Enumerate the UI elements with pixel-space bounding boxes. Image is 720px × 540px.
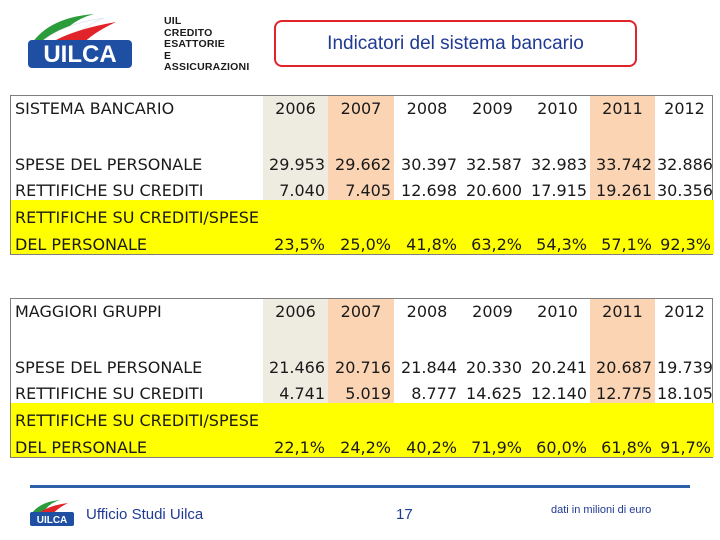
cell-value: 17.915 bbox=[531, 181, 587, 200]
year-header: 2009 bbox=[472, 302, 513, 321]
row-label: SPESE DEL PERSONALE bbox=[15, 358, 203, 377]
cell-value: 21.466 bbox=[263, 351, 328, 377]
cell-value: 7.040 bbox=[263, 174, 328, 200]
cell-value: 7.405 bbox=[328, 174, 394, 200]
cell-value: 20.600 bbox=[466, 181, 522, 200]
cell-value: 29.953 bbox=[263, 148, 328, 174]
logo-line: UIL bbox=[164, 15, 182, 27]
table-row: RETTIFICHE SU CREDITI 7.040 7.405 12.698… bbox=[11, 174, 714, 200]
table-row: SPESE DEL PERSONALE 29.953 29.662 30.397… bbox=[11, 148, 714, 174]
cell-value: 20.241 bbox=[531, 358, 587, 377]
table-header-row: SISTEMA BANCARIO 2006 2007 2008 2009 201… bbox=[11, 96, 714, 148]
ratio-value: 92,3% bbox=[655, 227, 714, 254]
cell-value: 29.662 bbox=[328, 148, 394, 174]
cell-value: 19.739 bbox=[657, 358, 713, 377]
page-number: 17 bbox=[396, 506, 413, 523]
ratio-label-line2: DEL PERSONALE bbox=[11, 430, 263, 457]
ratio-value: 71,9% bbox=[460, 430, 525, 457]
year-header: 2008 bbox=[406, 302, 448, 321]
ratio-value: 41,8% bbox=[394, 227, 460, 254]
logo-line: ESATTORIE bbox=[164, 38, 225, 50]
year-header: 2010 bbox=[537, 302, 578, 321]
cell-value: 32.983 bbox=[531, 155, 587, 174]
ratio-value: 23,5% bbox=[263, 227, 328, 254]
footer-divider bbox=[30, 485, 690, 488]
cell-value: 8.777 bbox=[411, 384, 457, 403]
year-header: 2011 bbox=[590, 299, 655, 351]
cell-value: 19.261 bbox=[590, 174, 655, 200]
cell-value: 4.741 bbox=[263, 377, 328, 403]
cell-value: 18.105 bbox=[657, 384, 713, 403]
ratio-row: DEL PERSONALE 22,1% 24,2% 40,2% 71,9% 60… bbox=[11, 430, 714, 457]
year-header: 2009 bbox=[472, 99, 513, 118]
ratio-label-line1: RETTIFICHE SU CREDITI/SPESE bbox=[11, 200, 714, 227]
ratio-label-line1: RETTIFICHE SU CREDITI/SPESE bbox=[11, 403, 714, 430]
row-label: SPESE DEL PERSONALE bbox=[15, 155, 203, 174]
year-header: 2010 bbox=[537, 99, 578, 118]
row-label: RETTIFICHE SU CREDITI bbox=[15, 384, 204, 403]
ratio-value: 91,7% bbox=[655, 430, 714, 457]
cell-value: 12.140 bbox=[531, 384, 587, 403]
ratio-value: 63,2% bbox=[460, 227, 525, 254]
uilca-logo-mark: UILCA bbox=[28, 14, 132, 68]
ratio-row-label: RETTIFICHE SU CREDITI/SPESE bbox=[11, 403, 714, 430]
cell-value: 14.625 bbox=[466, 384, 522, 403]
year-header: 2011 bbox=[590, 96, 655, 148]
ratio-row-label: RETTIFICHE SU CREDITI/SPESE bbox=[11, 200, 714, 227]
year-header: 2008 bbox=[406, 99, 448, 118]
table-maggiori-gruppi: MAGGIORI GRUPPI 2006 2007 2008 2009 2010… bbox=[10, 298, 714, 458]
ratio-value: 24,2% bbox=[328, 430, 394, 457]
table-row: RETTIFICHE SU CREDITI 4.741 5.019 8.777 … bbox=[11, 377, 714, 403]
ratio-value: 22,1% bbox=[263, 430, 328, 457]
ratio-value: 40,2% bbox=[394, 430, 460, 457]
table-header-row: MAGGIORI GRUPPI 2006 2007 2008 2009 2010… bbox=[11, 299, 714, 351]
row-label: RETTIFICHE SU CREDITI bbox=[15, 181, 204, 200]
ratio-value: 25,0% bbox=[328, 227, 394, 254]
year-header: 2006 bbox=[263, 299, 328, 351]
footer-logo: UILCA bbox=[30, 500, 74, 526]
cell-value: 32.587 bbox=[466, 155, 522, 174]
year-header: 2012 bbox=[664, 302, 705, 321]
uilca-logo: UILCA UIL CREDITO ESATTORIE E ASSICURAZI… bbox=[24, 10, 249, 73]
ratio-row: DEL PERSONALE 23,5% 25,0% 41,8% 63,2% 54… bbox=[11, 227, 714, 254]
cell-value: 12.698 bbox=[401, 181, 457, 200]
table-title: MAGGIORI GRUPPI bbox=[15, 302, 162, 321]
year-header: 2006 bbox=[263, 96, 328, 148]
year-header: 2007 bbox=[328, 96, 394, 148]
year-header: 2007 bbox=[328, 299, 394, 351]
table-row: SPESE DEL PERSONALE 21.466 20.716 21.844… bbox=[11, 351, 714, 377]
cell-value: 33.742 bbox=[590, 148, 655, 174]
ratio-label-line2: DEL PERSONALE bbox=[11, 227, 263, 254]
ratio-value: 54,3% bbox=[525, 227, 590, 254]
page-title: Indicatori del sistema bancario bbox=[274, 20, 637, 67]
cell-value: 21.844 bbox=[401, 358, 457, 377]
cell-value: 12.775 bbox=[590, 377, 655, 403]
table-sistema-bancario: SISTEMA BANCARIO 2006 2007 2008 2009 201… bbox=[10, 95, 714, 255]
cell-value: 20.330 bbox=[466, 358, 522, 377]
table-title: SISTEMA BANCARIO bbox=[15, 99, 175, 118]
logo-tagline: UIL CREDITO ESATTORIE E ASSICURAZIONI bbox=[164, 15, 250, 74]
footer-logo-word: UILCA bbox=[37, 515, 68, 526]
ratio-value: 61,8% bbox=[590, 430, 655, 457]
ratio-value: 57,1% bbox=[590, 227, 655, 254]
year-header: 2012 bbox=[664, 99, 705, 118]
cell-value: 20.716 bbox=[328, 351, 394, 377]
cell-value: 32.886 bbox=[657, 155, 713, 174]
logo-line: E ASSICURAZIONI bbox=[164, 49, 250, 73]
logo-line: CREDITO bbox=[164, 26, 213, 39]
cell-value: 30.397 bbox=[401, 155, 457, 174]
footer-note: dati in milioni di euro bbox=[551, 504, 652, 516]
cell-value: 30.356 bbox=[657, 181, 713, 200]
cell-value: 20.687 bbox=[590, 351, 655, 377]
footer-office: Ufficio Studi Uilca bbox=[86, 506, 204, 523]
logo-word: UILCA bbox=[43, 41, 116, 68]
ratio-value: 60,0% bbox=[525, 430, 590, 457]
cell-value: 5.019 bbox=[328, 377, 394, 403]
